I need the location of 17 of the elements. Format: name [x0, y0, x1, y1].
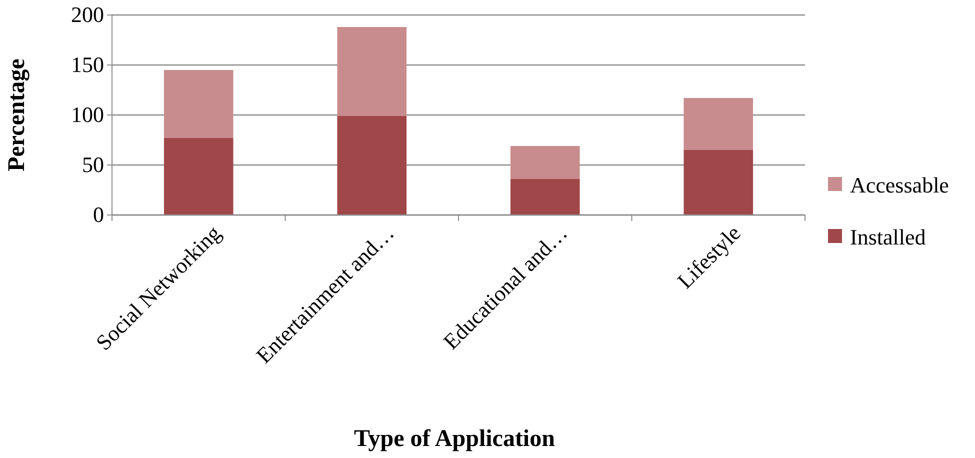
bar	[510, 146, 580, 179]
legend-label: Accessable	[850, 172, 949, 198]
bar	[337, 27, 407, 116]
bar	[337, 116, 407, 215]
bar	[164, 138, 234, 215]
y-tick-label: 200	[71, 2, 104, 28]
bar	[164, 70, 234, 138]
y-axis-title: Percentage	[4, 58, 30, 172]
legend-label: Installed	[850, 224, 926, 250]
bar	[684, 150, 754, 215]
y-tick-label: 100	[71, 102, 104, 128]
y-tick-label: 150	[71, 52, 104, 78]
y-tick-label: 0	[93, 202, 104, 228]
bar	[510, 179, 580, 215]
y-tick-label: 50	[82, 152, 104, 178]
x-axis-title: Type of Application	[354, 426, 555, 452]
bar	[684, 98, 754, 150]
